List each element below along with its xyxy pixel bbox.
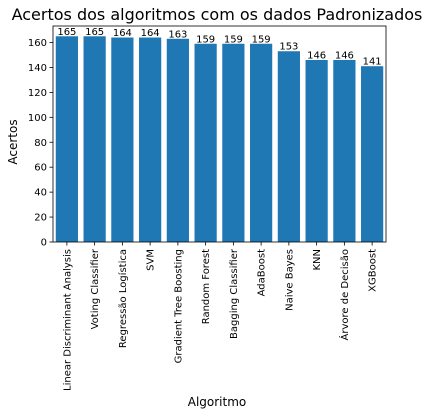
- y-tick-label: 100: [28, 113, 47, 124]
- bars-group: [55, 36, 384, 243]
- bar-value-label: 164: [113, 28, 132, 39]
- y-axis-label: Acertos: [6, 119, 20, 164]
- bar: [194, 43, 217, 242]
- plot-frame: [52, 25, 387, 243]
- bar: [55, 36, 78, 243]
- bar-value-label: 164: [141, 28, 160, 39]
- bar-value-label: 159: [224, 34, 243, 45]
- bar: [277, 51, 300, 243]
- y-tick-label: 80: [34, 138, 47, 149]
- bar: [83, 36, 106, 243]
- bar-value-label: 165: [85, 27, 104, 38]
- bar-value-label: 163: [168, 29, 187, 40]
- x-axis-label: Algoritmo: [188, 395, 247, 409]
- x-tick-label: XGBoost: [368, 249, 379, 292]
- x-tick-label: Regressão Logística: [117, 249, 129, 348]
- chart-title: Acertos dos algoritmos com os dados Padr…: [12, 5, 423, 24]
- y-tick-label: 60: [34, 163, 47, 174]
- y-tick-label: 20: [34, 213, 47, 224]
- bar: [222, 43, 245, 242]
- y-axis: 0 20 40 60 80 100 120 140 160: [28, 38, 53, 249]
- bar: [305, 59, 328, 242]
- x-tick-label: SVM: [146, 249, 157, 271]
- data-labels-group: 165 165 164 164 163 159 159 159 153 146 146 141: [57, 27, 381, 68]
- y-tick-label: 160: [28, 38, 47, 49]
- y-tick-label: 0: [41, 238, 47, 249]
- x-tick-label: Naive Bayes: [284, 249, 295, 311]
- bar: [139, 37, 162, 242]
- x-tick-label: Gradient Tree Boosting: [173, 249, 184, 363]
- x-tick-label: Voting Classifier: [90, 248, 101, 329]
- x-tick-label: Random Forest: [201, 249, 212, 324]
- bar: [111, 37, 134, 242]
- bar-value-label: 141: [363, 57, 382, 68]
- x-tick-label: AdaBoost: [257, 249, 268, 296]
- bar: [361, 66, 384, 242]
- bar-value-label: 146: [335, 50, 354, 61]
- y-tick-label: 40: [34, 188, 47, 199]
- bar-value-label: 159: [196, 34, 215, 45]
- bar-value-label: 165: [57, 27, 76, 38]
- bar: [166, 38, 189, 242]
- y-tick-label: 140: [28, 63, 47, 74]
- x-tick-label: Árvore de Decisão: [338, 249, 351, 340]
- bar: [333, 59, 356, 242]
- x-axis: Linear Discriminant Analysis Voting Class…: [62, 242, 379, 391]
- x-tick-label: Linear Discriminant Analysis: [62, 249, 73, 391]
- bar: [250, 43, 273, 242]
- bar-value-label: 153: [279, 42, 298, 53]
- y-tick-label: 120: [28, 88, 47, 99]
- x-tick-label: Bagging Classifier: [229, 248, 240, 339]
- bar-value-label: 146: [307, 50, 326, 61]
- x-tick-label: KNN: [312, 249, 323, 271]
- bar-value-label: 159: [252, 34, 271, 45]
